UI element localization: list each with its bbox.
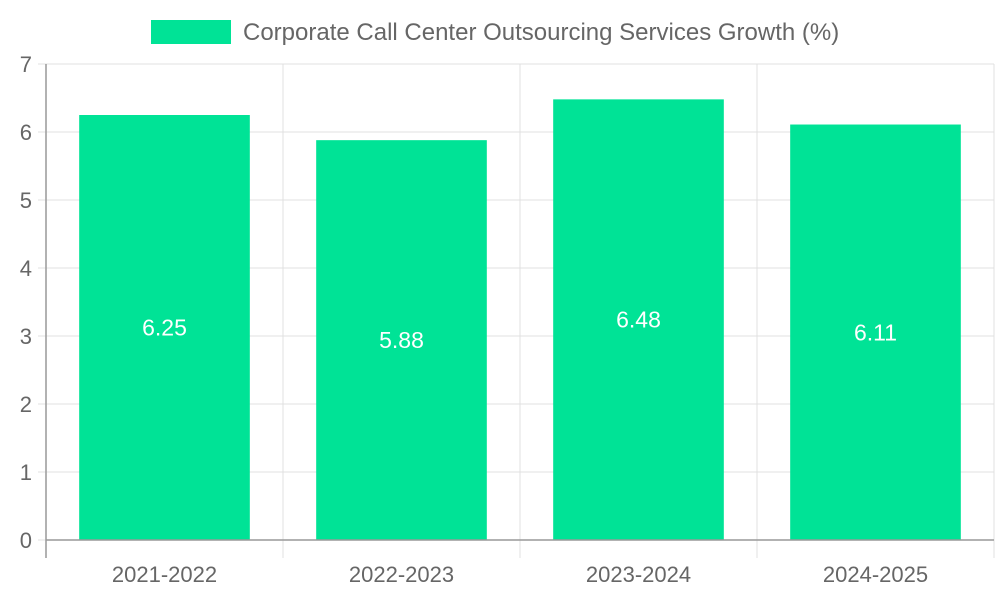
bar[interactable] xyxy=(316,140,487,540)
x-tick-label: 2024-2025 xyxy=(823,562,928,587)
bar[interactable] xyxy=(553,99,724,541)
x-tick-label: 2022-2023 xyxy=(349,562,454,587)
y-tick-label: 7 xyxy=(20,52,32,77)
x-tick-label: 2021-2022 xyxy=(112,562,217,587)
y-tick-label: 2 xyxy=(20,392,32,417)
bar-value-label: 6.25 xyxy=(142,315,187,341)
bar[interactable] xyxy=(790,124,961,541)
y-tick-label: 3 xyxy=(20,324,32,349)
y-tick-label: 0 xyxy=(20,528,32,553)
bar-value-label: 6.11 xyxy=(854,319,897,345)
x-tick-labels: 2021-2022 2022-2023 2023-2024 2024-2025 xyxy=(112,562,928,587)
y-tick-labels: 0 1 2 3 4 5 6 7 xyxy=(20,52,32,553)
y-tick-label: 1 xyxy=(20,460,32,485)
x-tick-label: 2023-2024 xyxy=(586,562,691,587)
legend[interactable]: Corporate Call Center Outsourcing Servic… xyxy=(151,19,839,46)
legend-label[interactable]: Corporate Call Center Outsourcing Servic… xyxy=(243,19,839,46)
y-tick-label: 6 xyxy=(20,120,32,145)
bar-value-label: 6.48 xyxy=(616,307,661,333)
axes xyxy=(38,63,994,558)
bar-value-labels: 6.25 5.88 6.48 6.11 xyxy=(142,307,897,353)
y-tick-label: 4 xyxy=(20,256,32,281)
y-tick-label: 5 xyxy=(20,188,32,213)
bar-value-label: 5.88 xyxy=(379,327,424,353)
legend-swatch[interactable] xyxy=(151,20,231,44)
bar[interactable] xyxy=(79,115,250,540)
bars xyxy=(79,99,961,541)
